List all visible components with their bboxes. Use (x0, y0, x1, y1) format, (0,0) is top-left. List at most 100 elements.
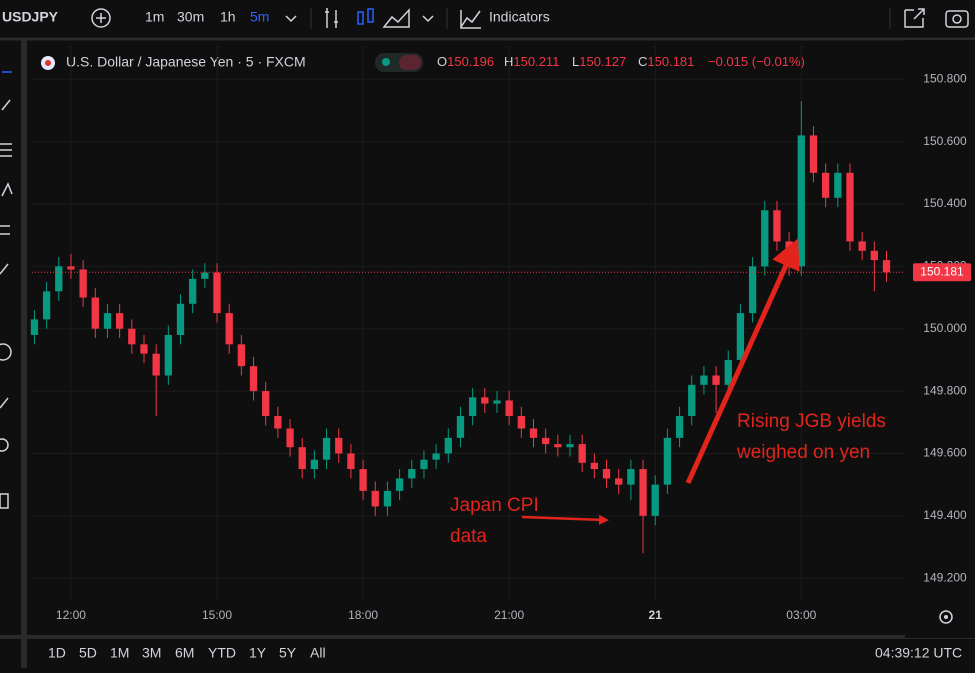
x-tick-label: 21:00 (494, 608, 524, 622)
candle-body (663, 437, 672, 485)
interval[interactable]: 30m (177, 9, 204, 25)
range-button[interactable]: 1Y (249, 645, 267, 661)
candle-body (481, 397, 489, 404)
candle-body (456, 416, 465, 438)
candle-body (371, 490, 379, 507)
candle-body (408, 469, 416, 479)
candle-body (128, 328, 136, 345)
snapshot-lens (952, 14, 962, 24)
range-button[interactable]: 3M (142, 645, 161, 661)
range-button[interactable]: 1M (110, 645, 129, 661)
indicators-icon (460, 10, 481, 29)
candle-body (505, 400, 513, 417)
candle-body (712, 375, 720, 385)
x-tick-label: 18:00 (348, 608, 378, 622)
candle-body (444, 437, 452, 454)
pattern-tool[interactable] (1, 182, 13, 197)
candle-body (590, 462, 599, 470)
last-price-tag (913, 263, 971, 282)
market-status (382, 58, 390, 66)
range-button[interactable]: All (310, 645, 326, 661)
candle-body (249, 366, 258, 392)
candle-body (115, 313, 124, 329)
range-button[interactable]: 5D (79, 645, 97, 661)
candle-body (724, 359, 732, 385)
interval-menu[interactable] (285, 15, 297, 23)
interval[interactable]: 1m (145, 9, 164, 25)
candle-body (347, 453, 355, 470)
y-tick-label: 149.400 (923, 508, 967, 522)
trend-tool[interactable] (1, 99, 11, 111)
clock: 04:39:12 UTC (875, 645, 962, 661)
candle-body (834, 172, 842, 198)
candle-body (189, 278, 197, 304)
candle-body (517, 416, 525, 429)
candle-body (213, 272, 221, 314)
drawing-tools (0, 71, 13, 509)
y-tick-label: 149.800 (923, 383, 967, 397)
ohlc-value: 150.181 (647, 54, 694, 69)
symbol[interactable]: USDJPY (2, 9, 59, 25)
indicators-button[interactable]: Indicators (489, 9, 550, 25)
candle-body (383, 490, 392, 507)
measure-tool[interactable] (0, 343, 12, 361)
brush-tool[interactable] (0, 263, 9, 275)
y-tick-label: 150.800 (923, 71, 967, 85)
candle-body (30, 319, 39, 335)
interval[interactable]: 5m (250, 9, 269, 25)
style-menu[interactable] (422, 15, 434, 23)
settings[interactable] (939, 610, 953, 624)
zoom-tool[interactable] (0, 438, 9, 452)
candle-body (821, 172, 830, 198)
candle-body (274, 416, 282, 429)
x-tick-label: 03:00 (786, 608, 816, 622)
annotation: Rising JGB yields (737, 411, 886, 432)
snapshot[interactable] (945, 10, 969, 28)
y-tick-label: 150.000 (923, 321, 967, 335)
candle-body (432, 453, 440, 460)
candle-body (468, 397, 477, 417)
fullscreen[interactable] (904, 8, 925, 28)
range-button[interactable]: YTD (208, 645, 236, 661)
forecast-tool[interactable] (0, 225, 10, 235)
candle-body (761, 210, 769, 267)
last-price-label: 150.181 (920, 264, 964, 278)
interval[interactable]: 1h (220, 9, 236, 25)
ohlc-value: 150.196 (447, 54, 494, 69)
range-button[interactable]: 1D (48, 645, 66, 661)
range-button[interactable]: 5Y (279, 645, 297, 661)
candle-body (237, 344, 246, 367)
x-tick-label: 21 (649, 608, 663, 622)
candle-body (651, 484, 659, 516)
ohlc-value: 150.127 (579, 54, 626, 69)
ohlc-label: C (638, 54, 647, 69)
bar-style[interactable] (325, 8, 338, 28)
candle-body (55, 266, 63, 292)
candle-body (91, 297, 99, 329)
candle-body (688, 384, 696, 417)
candle-body (542, 437, 550, 445)
ruler-tool[interactable] (0, 397, 9, 409)
ohlc-change: −0.015 (−0.01%) (708, 54, 805, 69)
candle-body (858, 241, 866, 251)
price-axis (905, 40, 975, 638)
ohlc-label: L (572, 54, 579, 69)
ohlc-label: O (437, 54, 447, 69)
candle-body (554, 444, 562, 448)
add-symbol[interactable] (91, 8, 111, 28)
candle-body (870, 250, 878, 261)
range-button[interactable]: 6M (175, 645, 194, 661)
area-style[interactable] (382, 8, 410, 28)
fib-tool[interactable] (0, 143, 12, 157)
magnet-tool[interactable] (0, 493, 9, 509)
candle-body (809, 135, 818, 173)
candle-body (286, 428, 294, 448)
x-tick-label: 15:00 (202, 608, 232, 622)
cpi-arrow (521, 514, 609, 525)
candle-style[interactable] (357, 11, 364, 25)
y-tick-label: 150.600 (923, 134, 967, 148)
candle-body (262, 391, 270, 417)
candle-body (773, 210, 781, 242)
candle-body (335, 437, 343, 454)
